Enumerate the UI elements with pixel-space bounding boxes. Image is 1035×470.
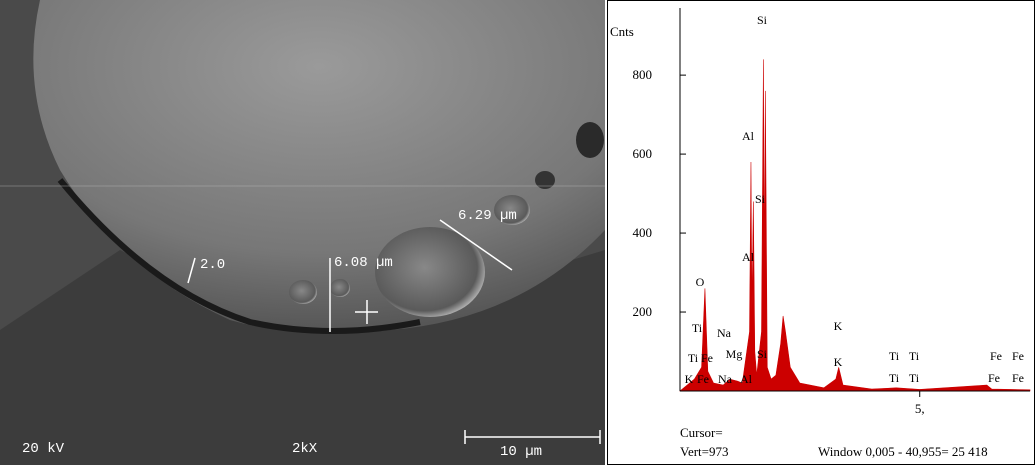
y-tick-label: 600: [633, 146, 653, 161]
vert: Vert=973: [680, 444, 729, 459]
element-label: K: [834, 319, 843, 333]
element-label: Si: [757, 13, 768, 27]
element-label: Fe: [701, 351, 713, 365]
cursor: Cursor=: [680, 425, 723, 440]
element-label: Na: [718, 372, 733, 386]
element-label: Fe: [990, 349, 1002, 363]
measurement: 2.0: [200, 257, 225, 273]
element-label: Mg: [726, 347, 743, 361]
x-tick-label: 5,: [915, 401, 925, 416]
voltage: 20 kV: [22, 441, 65, 457]
y-axis-label: Cnts: [610, 24, 634, 39]
element-label: Fe: [1012, 371, 1024, 385]
element-label: K: [834, 355, 843, 369]
element-label: Fe: [988, 371, 1000, 385]
measurement: 6.08 µm: [334, 255, 393, 271]
y-tick-label: 800: [633, 67, 653, 82]
element-label: Ti: [909, 349, 920, 363]
element-label: Ti: [692, 321, 703, 335]
spectrum-panel: Cnts Cursor= Vert=973 Window 0,005 - 40,…: [608, 1, 1035, 465]
element-label: Fe: [697, 372, 709, 386]
element-label: Si: [755, 192, 766, 206]
element-label: Ti: [889, 371, 900, 385]
element-label: Fe: [1012, 349, 1024, 363]
y-tick-label: 200: [633, 304, 653, 319]
figure: 6.29 µm 6.08 µm 2.0 20 kV 2kX 10 µm Cnts…: [0, 0, 1035, 465]
magnification: 2kX: [292, 441, 318, 457]
measurement: 6.29 µm: [458, 208, 517, 224]
element-label: Al: [740, 372, 753, 386]
element-label: Ti: [889, 349, 900, 363]
element-label: K: [685, 372, 694, 386]
element-label: Na: [717, 326, 732, 340]
y-tick-label: 400: [633, 225, 653, 240]
element-label: O: [696, 275, 705, 289]
element-label: Si: [757, 347, 768, 361]
window: Window 0,005 - 40,955= 25 418: [818, 444, 988, 459]
element-label: Ti: [909, 371, 920, 385]
scale-bar-label: 10 µm: [500, 444, 542, 460]
sem-image: 6.29 µm 6.08 µm 2.0 20 kV 2kX 10 µm: [0, 0, 605, 465]
element-label: Al: [742, 250, 755, 264]
element-label: Al: [742, 129, 755, 143]
element-label: Ti: [688, 351, 699, 365]
